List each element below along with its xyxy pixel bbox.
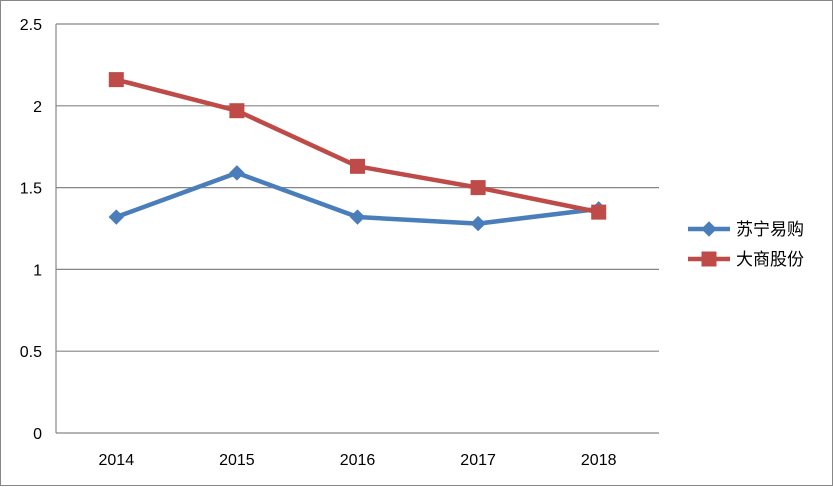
y-tick-label: 2 <box>33 99 42 116</box>
x-tick-label: 2018 <box>581 452 617 469</box>
y-tick-label: 1 <box>33 262 42 279</box>
y-axis-ticks: 0 0.5 1 1.5 2 2.5 <box>20 17 42 443</box>
y-tick-label: 1.5 <box>20 181 42 198</box>
y-tick-label: 2.5 <box>20 17 42 34</box>
legend-item: 苏宁易购 <box>688 220 804 240</box>
data-point-marker <box>229 165 245 181</box>
data-point-marker <box>470 180 486 196</box>
data-point-marker <box>108 209 125 225</box>
series-2 <box>108 72 607 220</box>
legend-marker <box>701 221 717 237</box>
y-tick-label: 0.5 <box>20 344 42 361</box>
legend-label: 苏宁易购 <box>736 220 804 240</box>
x-axis-ticks: 2014 2015 2016 2017 2018 <box>99 452 617 469</box>
data-point-marker <box>229 103 245 119</box>
y-tick-label: 0 <box>33 426 42 443</box>
data-point-marker <box>349 209 366 225</box>
x-tick-label: 2017 <box>460 452 496 469</box>
data-point-marker <box>108 72 124 88</box>
series-1 <box>108 165 607 232</box>
legend-marker <box>701 251 717 267</box>
x-tick-label: 2016 <box>340 452 376 469</box>
data-point-marker <box>350 158 365 174</box>
gridlines <box>56 23 659 352</box>
legend-label: 大商股份 <box>736 250 804 270</box>
axes <box>55 24 659 434</box>
data-point-marker <box>470 215 486 232</box>
x-tick-label: 2014 <box>99 452 135 469</box>
legend-item: 大商股份 <box>688 250 804 270</box>
series-group <box>108 72 607 232</box>
x-tick-label: 2015 <box>219 452 255 469</box>
data-point-marker <box>591 204 607 220</box>
